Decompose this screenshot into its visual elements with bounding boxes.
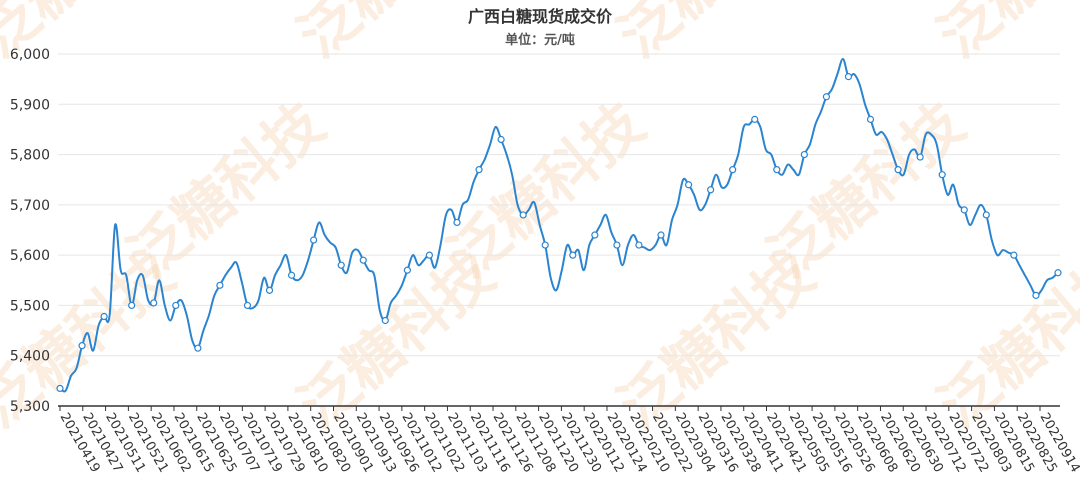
data-point (128, 301, 136, 310)
data-point (497, 135, 505, 144)
x-axis: 2021041920210427202105112021052120210602… (57, 405, 1080, 475)
data-point (78, 342, 86, 350)
data-point (265, 286, 274, 294)
series-line (59, 58, 1059, 393)
data-point (591, 231, 599, 239)
data-point (194, 344, 202, 352)
data-point (310, 236, 318, 244)
y-tick-label: 5,300 (10, 399, 50, 415)
data-point (1032, 291, 1040, 299)
y-axis: 5,300 5,400 5,500 5,600 5,700 5,800 5,900 6,000 (10, 47, 50, 415)
y-tick-label: 5,400 (10, 349, 50, 365)
y-tick-label: 6,000 (10, 47, 50, 63)
data-point (1054, 269, 1062, 277)
price-line (59, 58, 1059, 393)
data-point (960, 206, 968, 214)
data-point (844, 73, 853, 81)
watermark-text: 泛糖科技 (925, 0, 1080, 71)
y-tick-label: 5,700 (10, 198, 50, 214)
watermark-text: 泛糖科技 (605, 0, 826, 71)
series-markers (56, 73, 1062, 392)
data-point (729, 166, 737, 174)
data-point (337, 261, 345, 269)
data-point (150, 299, 158, 307)
data-point (56, 384, 64, 392)
data-point (800, 150, 808, 159)
data-point (773, 166, 781, 174)
y-tick-label: 5,600 (10, 248, 50, 264)
data-point (287, 271, 296, 279)
data-point (475, 166, 483, 174)
data-point (657, 231, 665, 239)
data-point (635, 241, 643, 249)
data-point (569, 251, 577, 259)
data-point (381, 316, 389, 325)
data-point (751, 115, 759, 123)
data-point (894, 166, 902, 174)
data-point (359, 256, 367, 264)
data-point (938, 171, 946, 179)
data-point (822, 93, 831, 101)
data-point (707, 186, 715, 194)
data-point (172, 301, 180, 310)
data-point (243, 301, 252, 310)
y-tick-label: 5,500 (10, 298, 50, 314)
data-point (613, 241, 621, 249)
data-point (453, 218, 461, 227)
data-point (1010, 251, 1018, 259)
data-point (216, 281, 224, 289)
data-point (916, 153, 924, 161)
data-point (866, 115, 875, 123)
data-point (519, 211, 527, 219)
data-point (403, 266, 411, 274)
data-point (982, 211, 990, 219)
y-tick-label: 5,800 (10, 148, 50, 164)
data-point (541, 241, 549, 249)
chart-subtitle: 单位：元/吨 (505, 32, 575, 48)
y-tick-label: 5,900 (10, 97, 50, 113)
data-point (100, 312, 108, 321)
chart-title: 广西白糖现货成交价 (468, 7, 613, 26)
data-point (425, 251, 434, 259)
gridlines (58, 53, 1060, 357)
data-point (684, 181, 693, 189)
watermark-layer: 泛糖科技泛糖科技泛糖科技泛糖科技泛糖科技泛糖科技泛糖科技泛糖科技泛糖科技泛糖科技… (0, 0, 1080, 441)
